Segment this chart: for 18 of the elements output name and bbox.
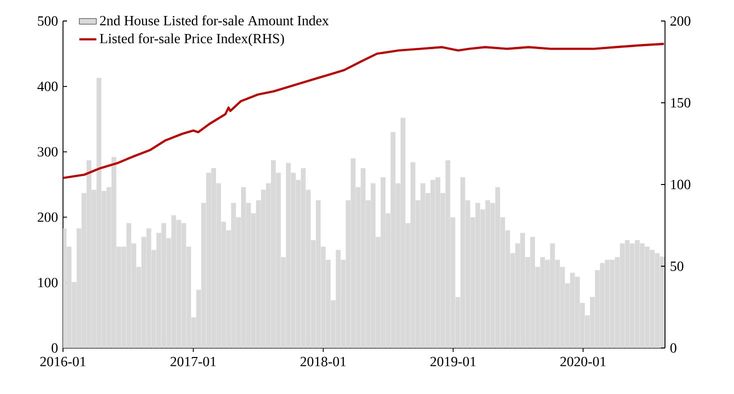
y-tick-label: 400 (37, 82, 58, 92)
x-tick-label: 2016-01 (40, 356, 86, 366)
y2-tick-label: 150 (671, 98, 690, 108)
x-tick-label: 2019-01 (430, 356, 476, 366)
y2-tick-label: 200 (670, 16, 690, 26)
legend-label: 2nd House Listed for-sale Amount Index (100, 15, 329, 26)
y2-tick-label: 0 (670, 343, 676, 353)
x-tick-label: 2020-01 (560, 356, 606, 366)
y2-tick-label: 100 (671, 180, 690, 190)
y-tick-label: 300 (38, 147, 58, 157)
y-tick-label: 500 (38, 16, 58, 26)
y-tick-label: 0 (52, 343, 58, 353)
x-tick-label: 2018-01 (300, 356, 346, 366)
y-tick-label: 100 (38, 278, 58, 288)
y2-tick-label: 50 (670, 262, 684, 271)
x-tick-label: 2017-01 (170, 356, 216, 366)
legend-label: Listed for-sale Price Index(RHS) (100, 33, 284, 46)
y-tick-label: 200 (38, 212, 58, 222)
